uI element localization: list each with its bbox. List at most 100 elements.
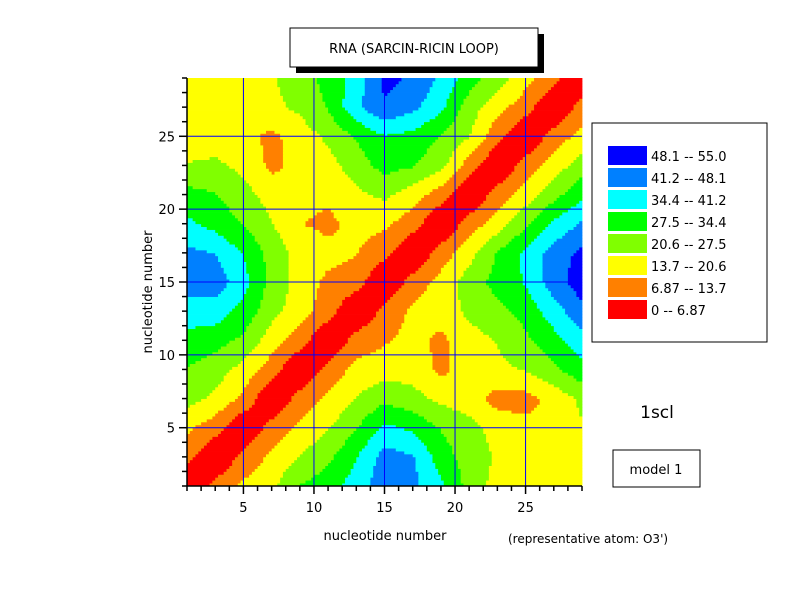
- contour-cell: [550, 180, 577, 184]
- contour-cell: [556, 80, 583, 85]
- contour-cell: [494, 252, 521, 257]
- contour-cell: [438, 112, 459, 117]
- contour-cell: [469, 133, 487, 137]
- legend-label: 6.87 -- 13.7: [651, 282, 727, 297]
- contour-cell: [457, 223, 484, 228]
- contour-cell: [263, 145, 284, 149]
- contour-cell: [220, 381, 250, 385]
- contour-cell: [373, 165, 414, 169]
- contour-cell: [282, 366, 323, 370]
- contour-cell: [361, 147, 428, 152]
- contour-cell: [345, 296, 391, 300]
- contour-cell: [319, 282, 366, 286]
- contour-cell: [545, 226, 574, 230]
- contour-cell: [237, 363, 264, 367]
- contour-cell: [514, 165, 541, 169]
- contour-cell: [345, 477, 371, 481]
- contour-cell: [187, 136, 261, 140]
- contour-cell: [220, 159, 264, 163]
- contour-cell: [455, 80, 479, 85]
- contour-cell: [333, 115, 354, 120]
- contour-cell: [466, 177, 507, 181]
- contour-cell: [550, 244, 583, 248]
- contour-cell: [401, 381, 549, 385]
- contour-cell: [438, 273, 464, 277]
- contour-cell: [483, 430, 583, 434]
- contour-cell: [565, 308, 583, 312]
- contour-cell: [486, 395, 538, 399]
- contour-cell: [486, 483, 583, 487]
- legend-swatch: [608, 234, 647, 253]
- contour-cell: [432, 249, 456, 254]
- contour-cell: [531, 174, 557, 178]
- contour-cell: [280, 311, 312, 315]
- contour-cell: [187, 107, 289, 111]
- contour-cell: [316, 290, 354, 295]
- contour-cell: [556, 147, 583, 152]
- contour-cell: [491, 451, 583, 455]
- contour-cell: [226, 343, 258, 347]
- contour-cell: [534, 197, 558, 201]
- contour-cell: [424, 392, 490, 397]
- contour-cell: [187, 203, 227, 207]
- contour-cell: [376, 311, 408, 315]
- contour-cell: [364, 124, 422, 128]
- contour-cell: [519, 255, 543, 260]
- contour-cell: [271, 220, 306, 225]
- contour-cell: [525, 247, 549, 251]
- contour-cell: [266, 209, 323, 213]
- contour-cell: [370, 480, 419, 484]
- contour-cell: [480, 247, 501, 251]
- contour-cell: [229, 421, 267, 426]
- contour-cell: [483, 159, 521, 163]
- contour-cell: [325, 465, 354, 469]
- contour-cell: [189, 404, 227, 408]
- contour-cell: [494, 340, 535, 344]
- legend-label: 41.2 -- 48.1: [651, 172, 727, 187]
- contour-cell: [347, 258, 385, 262]
- contour-cell: [285, 468, 323, 472]
- contour-cell: [579, 127, 583, 131]
- contour-cell: [429, 174, 453, 178]
- contour-cell: [556, 331, 583, 335]
- contour-cell: [339, 378, 543, 382]
- contour-cell: [234, 168, 270, 172]
- contour-cell: [189, 459, 233, 464]
- contour-cell: [246, 180, 354, 184]
- contour-cell: [457, 293, 495, 297]
- contour-cell: [449, 354, 504, 359]
- contour-cell: [373, 468, 416, 472]
- contour-cell: [353, 430, 377, 434]
- contour-cell: [313, 302, 343, 306]
- contour-cell: [429, 212, 470, 216]
- contour-cell: [313, 331, 354, 335]
- contour-cell: [390, 296, 419, 300]
- contour-cell: [522, 89, 549, 93]
- contour-cell: [455, 456, 493, 461]
- contour-cell: [494, 185, 521, 190]
- contour-cell: [466, 316, 518, 321]
- contour-cell: [542, 139, 566, 143]
- contour-cell: [223, 270, 247, 274]
- legend-swatch: [608, 190, 647, 209]
- contour-cell: [305, 121, 337, 126]
- contour-cell: [415, 456, 433, 461]
- contour-cell: [435, 139, 464, 143]
- contour-cell: [440, 110, 459, 114]
- contour-cell: [488, 130, 510, 134]
- contour-cell: [187, 351, 213, 356]
- contour-cell: [525, 328, 555, 332]
- contour-cell: [460, 299, 501, 303]
- contour-cell: [376, 462, 416, 466]
- contour-cell: [187, 322, 216, 327]
- contour-cell: [274, 223, 306, 228]
- contour-cell: [570, 316, 583, 321]
- contour-cell: [567, 314, 583, 318]
- contour-cell: [488, 471, 583, 475]
- contour-cell: [418, 471, 439, 475]
- contour-cell: [187, 244, 236, 248]
- contour-cell: [460, 244, 484, 248]
- contour-cell: [534, 104, 574, 108]
- contour-cell: [345, 372, 439, 376]
- contour-cell: [187, 453, 196, 458]
